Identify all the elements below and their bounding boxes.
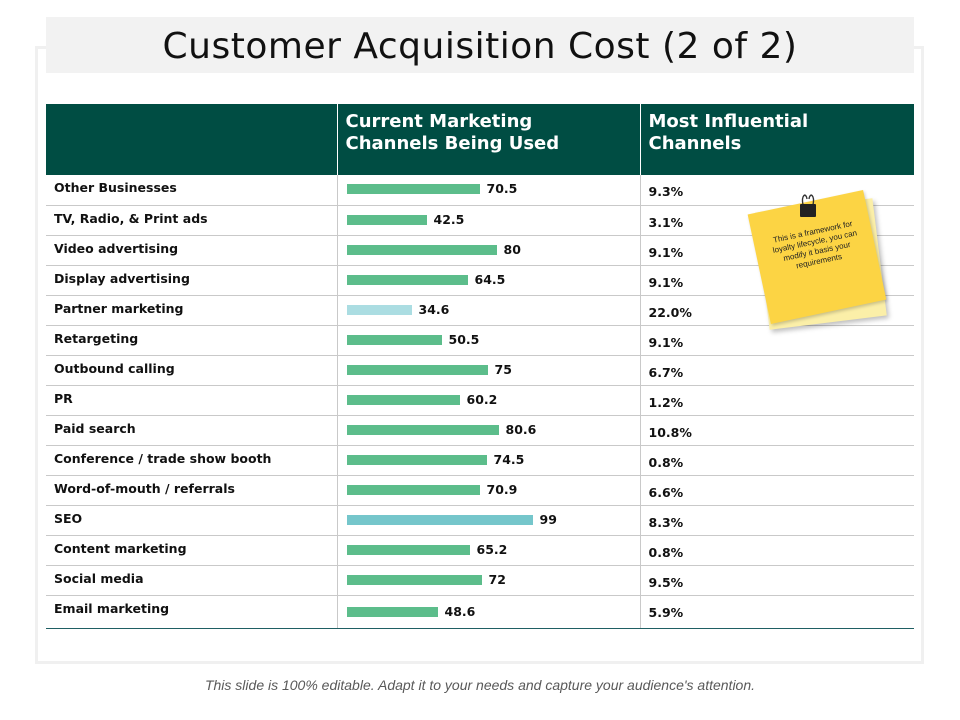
influence-value: 10.8% xyxy=(640,415,914,446)
channel-label: Content marketing xyxy=(46,535,337,566)
bar-value-label: 72 xyxy=(488,571,506,587)
table-row: Email marketing 48.6 5.9% xyxy=(46,595,914,629)
bar-cell: 70.5 xyxy=(336,175,641,206)
table-row: Retargeting 50.5 9.1% xyxy=(46,325,914,356)
channel-label: Paid search xyxy=(46,415,337,446)
influence-value: 9.1% xyxy=(640,325,914,356)
header-blank xyxy=(46,104,338,175)
influence-value: 6.7% xyxy=(640,355,914,386)
channel-label: Retargeting xyxy=(46,325,337,356)
bar xyxy=(346,394,460,405)
bar-cell: 65.2 xyxy=(336,535,641,566)
influence-value: 0.8% xyxy=(640,535,914,566)
channel-label: Conference / trade show booth xyxy=(46,445,337,476)
channel-label: Outbound calling xyxy=(46,355,337,386)
channel-label: Other Businesses xyxy=(46,175,337,206)
bar-value-label: 34.6 xyxy=(418,301,450,317)
table-row: Other Businesses 70.5 9.3% xyxy=(46,175,914,206)
bar-cell: 80 xyxy=(336,235,641,266)
bar xyxy=(346,424,499,435)
influence-value: 9.3% xyxy=(640,175,914,206)
bar xyxy=(346,274,468,285)
bar xyxy=(346,606,438,617)
bar xyxy=(346,484,480,495)
bar-value-label: 60.2 xyxy=(466,391,498,407)
bar-value-label: 48.6 xyxy=(444,603,476,619)
cac-table: Current Marketing Channels Being Used Mo… xyxy=(46,104,914,629)
sticky-note: This is a framework for loyalty lifecycl… xyxy=(747,189,888,338)
table-row: PR 60.2 1.2% xyxy=(46,385,914,416)
bar-cell: 64.5 xyxy=(336,265,641,296)
title-bar xyxy=(46,17,914,73)
table-row: SEO 99 8.3% xyxy=(46,505,914,536)
bar-cell: 60.2 xyxy=(336,385,641,416)
bar xyxy=(346,454,487,465)
bar xyxy=(346,514,533,525)
bar-value-label: 70.5 xyxy=(486,181,518,196)
influence-value: 5.9% xyxy=(640,595,914,629)
bar-value-label: 70.9 xyxy=(486,481,518,497)
bar-value-label: 80 xyxy=(503,241,521,257)
bar-cell: 75 xyxy=(336,355,641,386)
channel-label: SEO xyxy=(46,505,337,536)
table-row: Outbound calling 75 6.7% xyxy=(46,355,914,386)
table-row: Paid search 80.6 10.8% xyxy=(46,415,914,446)
bar xyxy=(346,184,480,194)
bar-value-label: 65.2 xyxy=(476,541,508,557)
table-row: Word-of-mouth / referrals 70.9 6.6% xyxy=(46,475,914,506)
bar xyxy=(346,304,412,315)
bar xyxy=(346,364,488,375)
table-row: Conference / trade show booth 74.5 0.8% xyxy=(46,445,914,476)
bar-cell: 70.9 xyxy=(336,475,641,506)
influence-value: 8.3% xyxy=(640,505,914,536)
bar xyxy=(346,244,497,255)
header-influential-channels: Most Influential Channels xyxy=(640,104,914,175)
footer-note: This slide is 100% editable. Adapt it to… xyxy=(204,677,756,693)
channel-label: TV, Radio, & Print ads xyxy=(46,205,337,236)
bar xyxy=(346,574,482,585)
bar-cell: 42.5 xyxy=(336,205,641,236)
channel-label: PR xyxy=(46,385,337,416)
bar-value-label: 42.5 xyxy=(433,211,465,227)
bar xyxy=(346,334,442,345)
channel-label: Social media xyxy=(46,565,337,596)
bar-cell: 99 xyxy=(336,505,641,536)
influence-value: 6.6% xyxy=(640,475,914,506)
bar-value-label: 80.6 xyxy=(505,421,537,437)
bar-value-label: 74.5 xyxy=(493,451,525,467)
table-row: Content marketing 65.2 0.8% xyxy=(46,535,914,566)
bar-cell: 72 xyxy=(336,565,641,596)
influence-value: 9.5% xyxy=(640,565,914,596)
bar-cell: 48.6 xyxy=(336,595,641,629)
bar-cell: 80.6 xyxy=(336,415,641,446)
bar-value-label: 64.5 xyxy=(474,271,506,287)
bar xyxy=(346,214,427,225)
bar-value-label: 75 xyxy=(494,361,512,377)
influence-value: 0.8% xyxy=(640,445,914,476)
influence-value: 1.2% xyxy=(640,385,914,416)
channel-label: Partner marketing xyxy=(46,295,337,326)
bar-cell: 74.5 xyxy=(336,445,641,476)
bar-cell: 34.6 xyxy=(336,295,641,326)
bar-value-label: 99 xyxy=(539,511,557,527)
bar xyxy=(346,544,470,555)
header-current-channels: Current Marketing Channels Being Used xyxy=(337,104,641,175)
bar-value-label: 50.5 xyxy=(448,331,480,347)
channel-label: Display advertising xyxy=(46,265,337,296)
channel-label: Email marketing xyxy=(46,595,337,629)
bar-cell: 50.5 xyxy=(336,325,641,356)
channel-label: Word-of-mouth / referrals xyxy=(46,475,337,506)
channel-label: Video advertising xyxy=(46,235,337,266)
page-title: Customer Acquisition Cost (2 of 2) xyxy=(162,26,798,67)
table-row: Social media 72 9.5% xyxy=(46,565,914,596)
binder-clip-icon xyxy=(800,194,816,217)
